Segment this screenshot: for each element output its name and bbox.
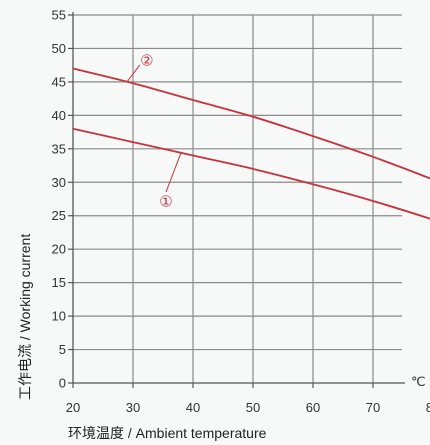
x-tick-labels: 2030405060708090100110120130 [66, 400, 430, 415]
y-tick-label: 15 [52, 275, 66, 290]
x-tick-label: 70 [366, 400, 380, 415]
y-tick-labels: 0 5 10 15 20 25 30 35 40 45 50 55 [52, 8, 66, 391]
series-2-marker: ② [140, 52, 153, 69]
y-tick-label: 35 [52, 141, 66, 156]
leader-line-1 [165, 152, 182, 193]
y-tick-label: 25 [52, 208, 66, 223]
y-tick-label: 40 [52, 108, 66, 123]
x-axis-unit: ℃ [411, 374, 426, 389]
x-tick-label: 60 [306, 400, 320, 415]
x-tick-label: 50 [246, 400, 260, 415]
y-tick-label: 55 [52, 8, 66, 23]
y-tick-label: 30 [52, 175, 66, 190]
x-tick-label: 80 [426, 400, 430, 415]
grid [73, 14, 402, 383]
leader-line-2 [126, 64, 141, 83]
x-tick-label: 30 [126, 400, 140, 415]
y-tick-label: 50 [52, 41, 66, 56]
y-tick-label: 10 [52, 309, 66, 324]
x-tick-label: 40 [186, 400, 200, 415]
y-tick-label: 45 [52, 74, 66, 89]
y-axis-label: 工作电流 / Working current [17, 234, 33, 400]
annotations: ①② [126, 52, 182, 211]
series-line-2 [72, 67, 430, 180]
series-1-marker: ① [159, 194, 172, 211]
series-lines [72, 67, 430, 220]
x-axis-label: 环境温度 / Ambient temperature [68, 425, 267, 441]
axes [68, 12, 405, 388]
y-tick-label: 20 [52, 242, 66, 257]
y-tick-label: 0 [59, 376, 66, 391]
series-line-1 [72, 127, 430, 220]
x-tick-label: 20 [66, 400, 80, 415]
y-tick-label: 5 [59, 342, 66, 357]
